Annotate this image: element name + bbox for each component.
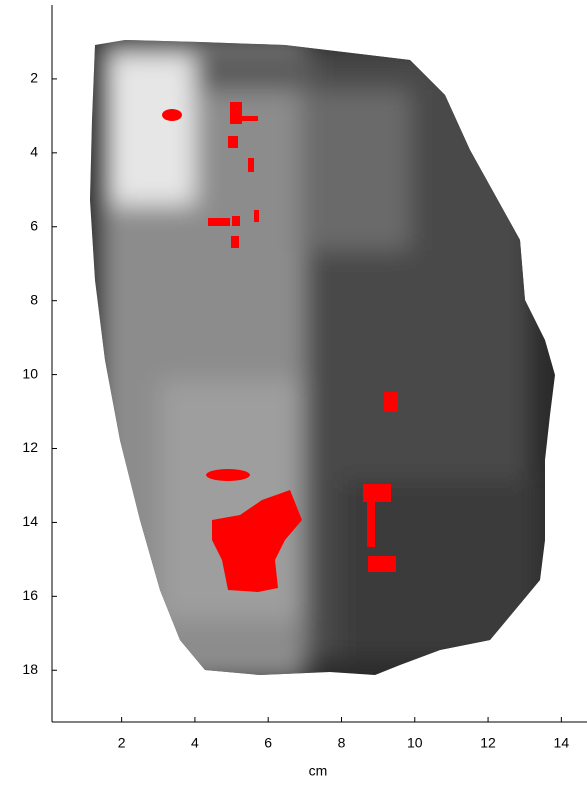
y-tick-label: 10 <box>22 365 38 381</box>
x-tick-label: 6 <box>264 735 272 751</box>
x-tick-label: 2 <box>118 735 126 751</box>
image <box>90 40 555 675</box>
y-tick-label: 16 <box>22 587 38 603</box>
y-tick-label: 14 <box>22 513 38 529</box>
red-regions <box>162 102 398 592</box>
y-tick-label: 4 <box>30 144 38 160</box>
y-tick-label: 8 <box>30 291 38 307</box>
x-tick-label: 4 <box>191 735 199 751</box>
x-tick-label: 8 <box>338 735 346 751</box>
y-tick-label: 18 <box>22 661 38 677</box>
y-tick-label: 2 <box>30 70 38 86</box>
x-tick-label: 12 <box>480 735 496 751</box>
x-axis-label: cm <box>309 763 328 779</box>
y-tick-label: 12 <box>22 439 38 455</box>
x-tick-label: 10 <box>407 735 423 751</box>
y-tick-label: 6 <box>30 217 38 233</box>
x-tick-label: 14 <box>554 735 570 751</box>
